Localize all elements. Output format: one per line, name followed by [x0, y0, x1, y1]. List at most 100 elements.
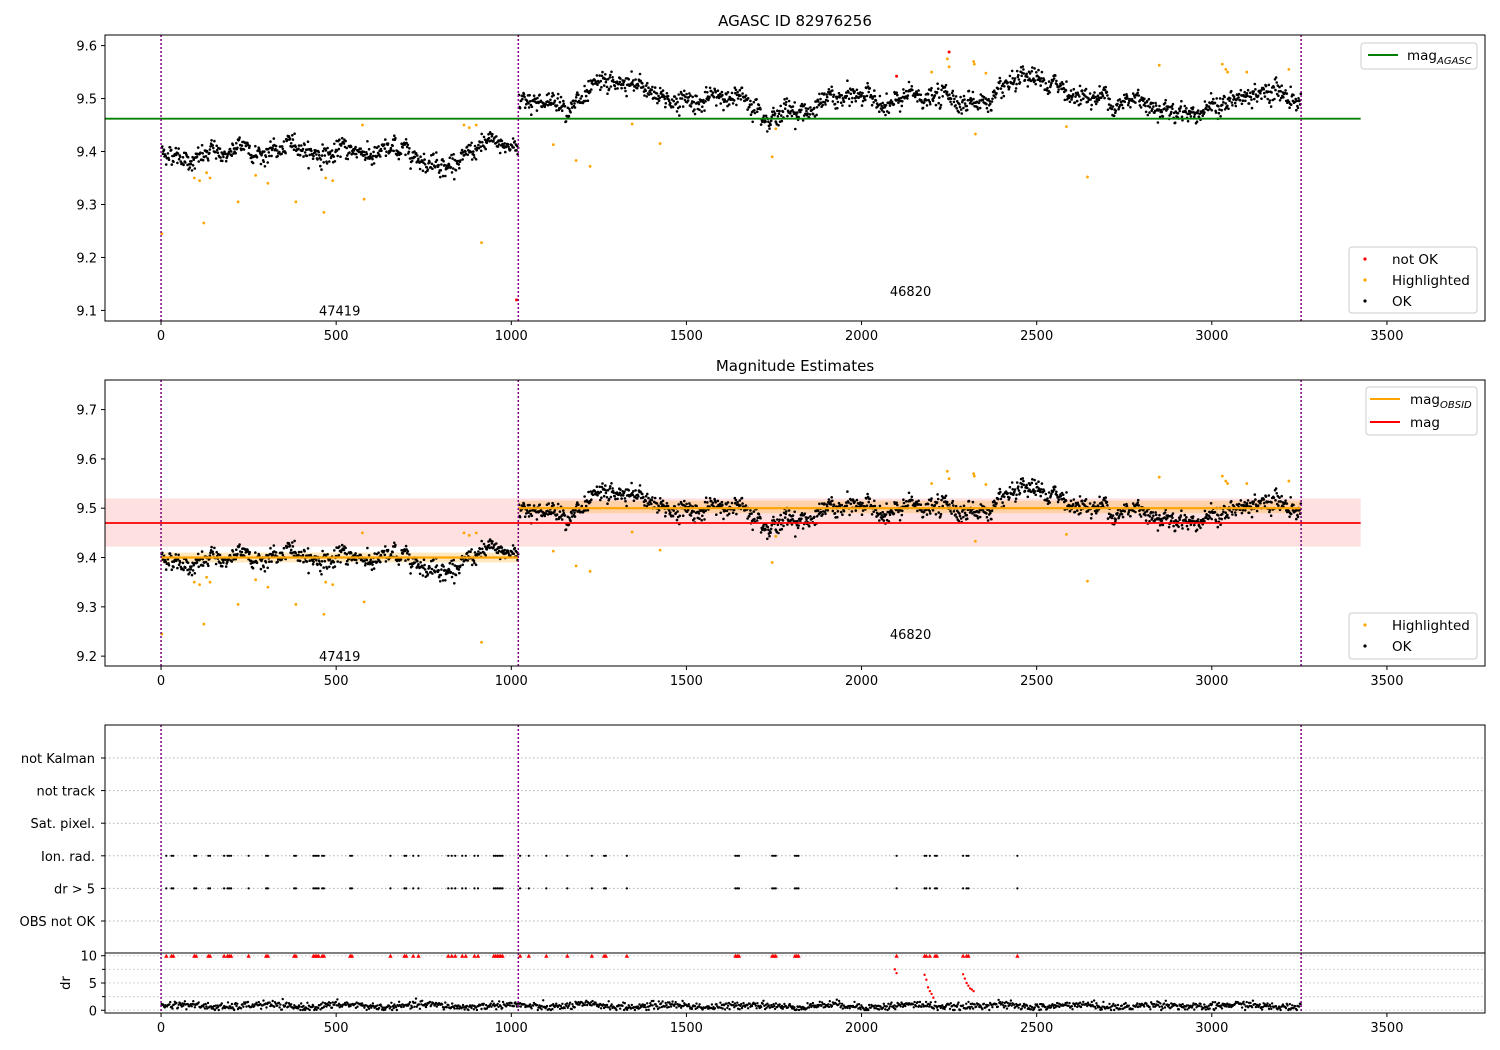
- dr-point: [400, 1005, 403, 1009]
- ok-point: [776, 109, 779, 112]
- flag-point: [454, 854, 457, 857]
- ok-point: [689, 105, 693, 108]
- ok-point: [342, 142, 346, 145]
- ok-point: [1033, 79, 1037, 82]
- ok-point: [568, 107, 571, 111]
- ok-point: [881, 510, 884, 514]
- ok-point: [204, 155, 208, 158]
- ok-point: [574, 96, 578, 99]
- ok-point: [1268, 99, 1272, 102]
- ok-point: [1122, 503, 1126, 507]
- ok-point: [1158, 513, 1161, 517]
- dr-point: [197, 1001, 200, 1004]
- ok-point: [944, 494, 948, 498]
- ok-point: [885, 502, 888, 505]
- ok-point: [1037, 68, 1040, 72]
- ok-point: [325, 162, 329, 165]
- dr-point: [286, 1005, 290, 1008]
- ok-point: [1252, 90, 1255, 93]
- flag-point: [222, 854, 226, 857]
- ok-point: [925, 98, 928, 102]
- ok-point: [404, 544, 408, 548]
- ok-point: [444, 174, 447, 178]
- ok-point: [1219, 115, 1222, 118]
- x-tick-label: 3500: [1370, 674, 1403, 689]
- ok-point: [555, 104, 559, 107]
- ok-point: [1196, 518, 1200, 521]
- ok-point: [1056, 500, 1060, 504]
- ok-point: [1188, 112, 1192, 116]
- ok-point: [1156, 121, 1160, 124]
- ok-point: [450, 153, 453, 157]
- ok-point: [452, 153, 456, 156]
- ok-point: [491, 540, 494, 543]
- ok-point: [366, 140, 369, 143]
- ok-point: [1289, 103, 1293, 106]
- ok-point: [934, 103, 938, 107]
- flag-point: [208, 887, 212, 890]
- ok-point: [1256, 94, 1260, 98]
- ok-point: [715, 104, 718, 107]
- ok-point: [726, 91, 730, 94]
- ok-point: [355, 156, 359, 159]
- ok-point: [1146, 113, 1150, 117]
- ok-point: [373, 145, 377, 149]
- dr-point: [390, 1001, 393, 1004]
- ok-point: [193, 167, 197, 170]
- ok-point: [507, 145, 510, 149]
- ok-point: [892, 103, 896, 106]
- ok-point: [967, 499, 971, 503]
- ok-point: [591, 82, 595, 86]
- ok-point: [959, 108, 963, 111]
- ok-point: [937, 101, 940, 105]
- highlighted-point: [930, 482, 933, 485]
- ok-point: [1049, 83, 1053, 87]
- ok-point: [1183, 104, 1187, 108]
- ok-point: [573, 102, 576, 105]
- ok-point: [688, 92, 691, 95]
- ok-point: [406, 143, 410, 147]
- ok-point: [727, 512, 731, 516]
- ok-point: [1220, 108, 1223, 112]
- ok-point: [637, 84, 640, 88]
- dr-point: [508, 1004, 512, 1007]
- ok-point: [168, 552, 172, 555]
- ok-point: [1017, 73, 1020, 77]
- ok-point: [706, 501, 709, 504]
- ok-point: [803, 103, 807, 106]
- ok-point: [736, 97, 740, 100]
- highlighted-point: [1287, 479, 1291, 483]
- ok-point: [687, 96, 691, 99]
- ok-point: [842, 509, 846, 513]
- ok-point: [671, 105, 675, 109]
- ok-point: [939, 512, 943, 516]
- highlighted-point: [947, 65, 951, 69]
- dr-point: [235, 1004, 238, 1008]
- ok-point: [1275, 492, 1278, 495]
- ok-point: [417, 563, 420, 566]
- ok-point: [719, 511, 722, 515]
- ok-point: [555, 109, 558, 112]
- legend-swatch-not-ok: [1363, 257, 1367, 261]
- ok-point: [971, 90, 975, 94]
- highlighted-point: [198, 179, 201, 183]
- ok-point: [1259, 92, 1262, 95]
- ok-point: [322, 161, 326, 164]
- ok-point: [615, 80, 619, 83]
- ok-point: [231, 550, 235, 553]
- ok-point: [821, 103, 824, 107]
- ok-point: [730, 91, 734, 95]
- dr-point: [573, 1006, 576, 1009]
- ok-point: [1181, 119, 1184, 122]
- highlighted-point: [774, 127, 778, 131]
- dr-point: [334, 1000, 338, 1004]
- ok-point: [291, 541, 294, 544]
- ok-point: [552, 503, 555, 507]
- ok-point: [528, 100, 532, 103]
- ok-point: [548, 101, 551, 104]
- ok-point: [813, 515, 816, 519]
- ok-point: [560, 518, 564, 521]
- ok-point: [403, 143, 407, 146]
- ok-point: [988, 100, 991, 103]
- ok-point: [990, 100, 994, 103]
